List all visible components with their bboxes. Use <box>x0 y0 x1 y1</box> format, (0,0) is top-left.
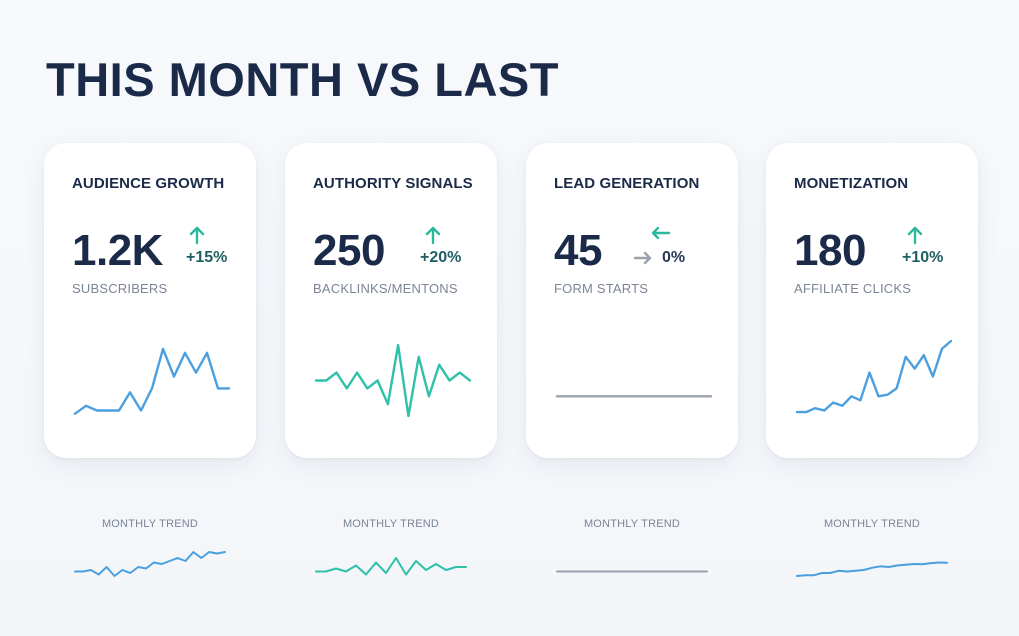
arrow-left-icon <box>651 226 671 240</box>
sparkline-line <box>73 347 231 415</box>
card-monetization[interactable]: MONETIZATION 180 +10% AFFILIATE CLICKS <box>766 143 978 458</box>
card-authority-signals[interactable]: AUTHORITY SIGNALS 250 +20% BACKLINKS/MEN… <box>285 143 497 458</box>
metric-value: 180 <box>794 226 866 275</box>
delta-text: +15% <box>186 249 228 266</box>
sparkline-chart <box>73 347 231 415</box>
trend-line <box>796 561 948 577</box>
arrow-up-icon <box>425 226 441 245</box>
sparkline-chart <box>555 395 713 398</box>
delta-text: +10% <box>902 249 944 266</box>
trend-label: MONTHLY TREND <box>583 518 681 530</box>
delta-badge: +10% <box>902 225 962 267</box>
card-title: LEAD GENERATION <box>554 175 700 192</box>
card-title: AUTHORITY SIGNALS <box>313 175 473 192</box>
card-lead-generation[interactable]: LEAD GENERATION 45 0% FORM STARTS <box>526 143 738 458</box>
sparkline-chart <box>314 343 472 418</box>
page-title: THIS MONTH VS LAST <box>46 53 559 106</box>
monthly-trend-chart <box>796 561 948 577</box>
metric-subtitle: AFFILIATE CLICKS <box>794 281 912 296</box>
arrow-up-icon <box>189 226 205 245</box>
arrow-right-icon <box>633 251 652 265</box>
monthly-trend-chart <box>315 557 467 576</box>
delta-badge: 0% <box>633 225 693 267</box>
trend-label: MONTHLY TREND <box>101 518 199 530</box>
monthly-trend-chart <box>74 551 226 577</box>
trend-label: MONTHLY TREND <box>342 518 440 530</box>
trend-label: MONTHLY TREND <box>823 518 921 530</box>
sparkline-chart <box>795 339 953 414</box>
metric-value: 1.2K <box>72 226 163 275</box>
delta-badge: +15% <box>186 225 246 267</box>
delta-badge: +20% <box>420 225 480 267</box>
metric-subtitle: BACKLINKS/MENTONS <box>313 281 458 296</box>
arrow-up-icon <box>907 226 923 245</box>
trend-line <box>74 551 226 577</box>
metric-subtitle: FORM STARTS <box>554 281 649 296</box>
delta-text: +20% <box>420 249 462 266</box>
sparkline-line <box>314 343 472 418</box>
card-title: MONETIZATION <box>794 175 909 192</box>
card-title: AUDIENCE GROWTH <box>72 175 225 192</box>
metric-subtitle: SUBSCRIBERS <box>72 281 168 296</box>
metric-value: 45 <box>554 226 602 275</box>
metric-value: 250 <box>313 226 385 275</box>
trend-line <box>315 557 467 576</box>
sparkline-line <box>795 339 953 414</box>
card-audience-growth[interactable]: AUDIENCE GROWTH 1.2K +15% SUBSCRIBERS <box>44 143 256 458</box>
delta-text: 0% <box>662 249 686 266</box>
monthly-trend-chart <box>556 570 708 573</box>
